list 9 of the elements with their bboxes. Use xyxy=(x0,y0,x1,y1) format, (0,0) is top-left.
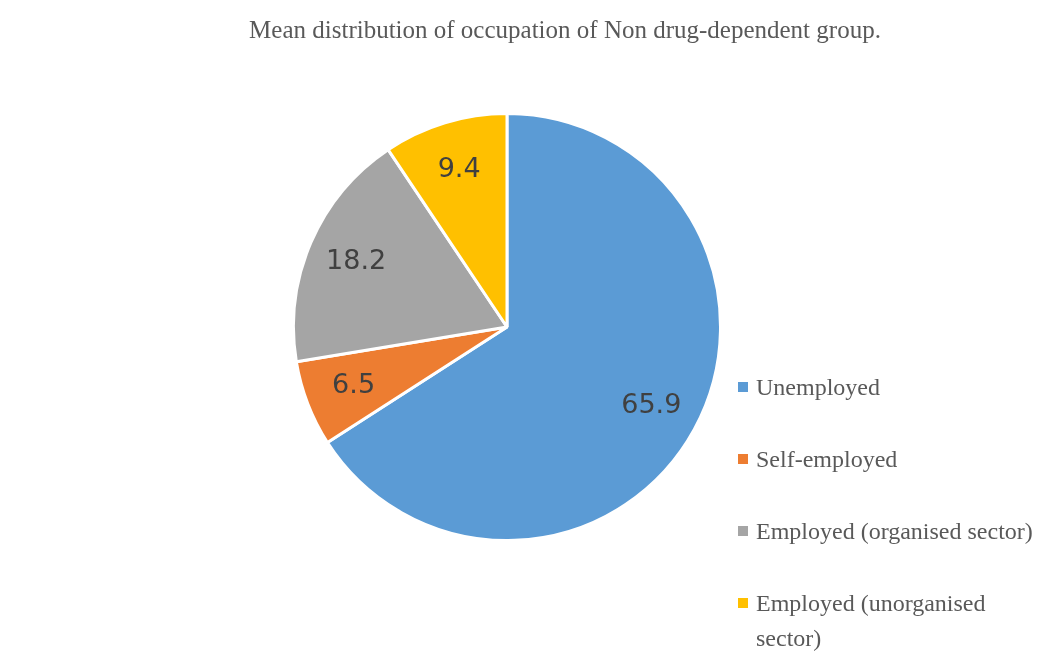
data-label: 6.5 xyxy=(332,368,376,400)
data-label: 18.2 xyxy=(326,243,387,275)
data-label: 9.4 xyxy=(437,151,481,183)
chart-title: Mean distribution of occupation of Non drug-dependent group. xyxy=(248,15,882,45)
legend-label: Self-employed xyxy=(756,445,898,474)
data-label: 65.9 xyxy=(621,387,682,419)
legend-label: Unemployed xyxy=(756,373,880,402)
legend-label: Employed (unorganised sector) xyxy=(756,589,987,653)
legend-label: Employed (organised sector) xyxy=(756,517,1033,546)
